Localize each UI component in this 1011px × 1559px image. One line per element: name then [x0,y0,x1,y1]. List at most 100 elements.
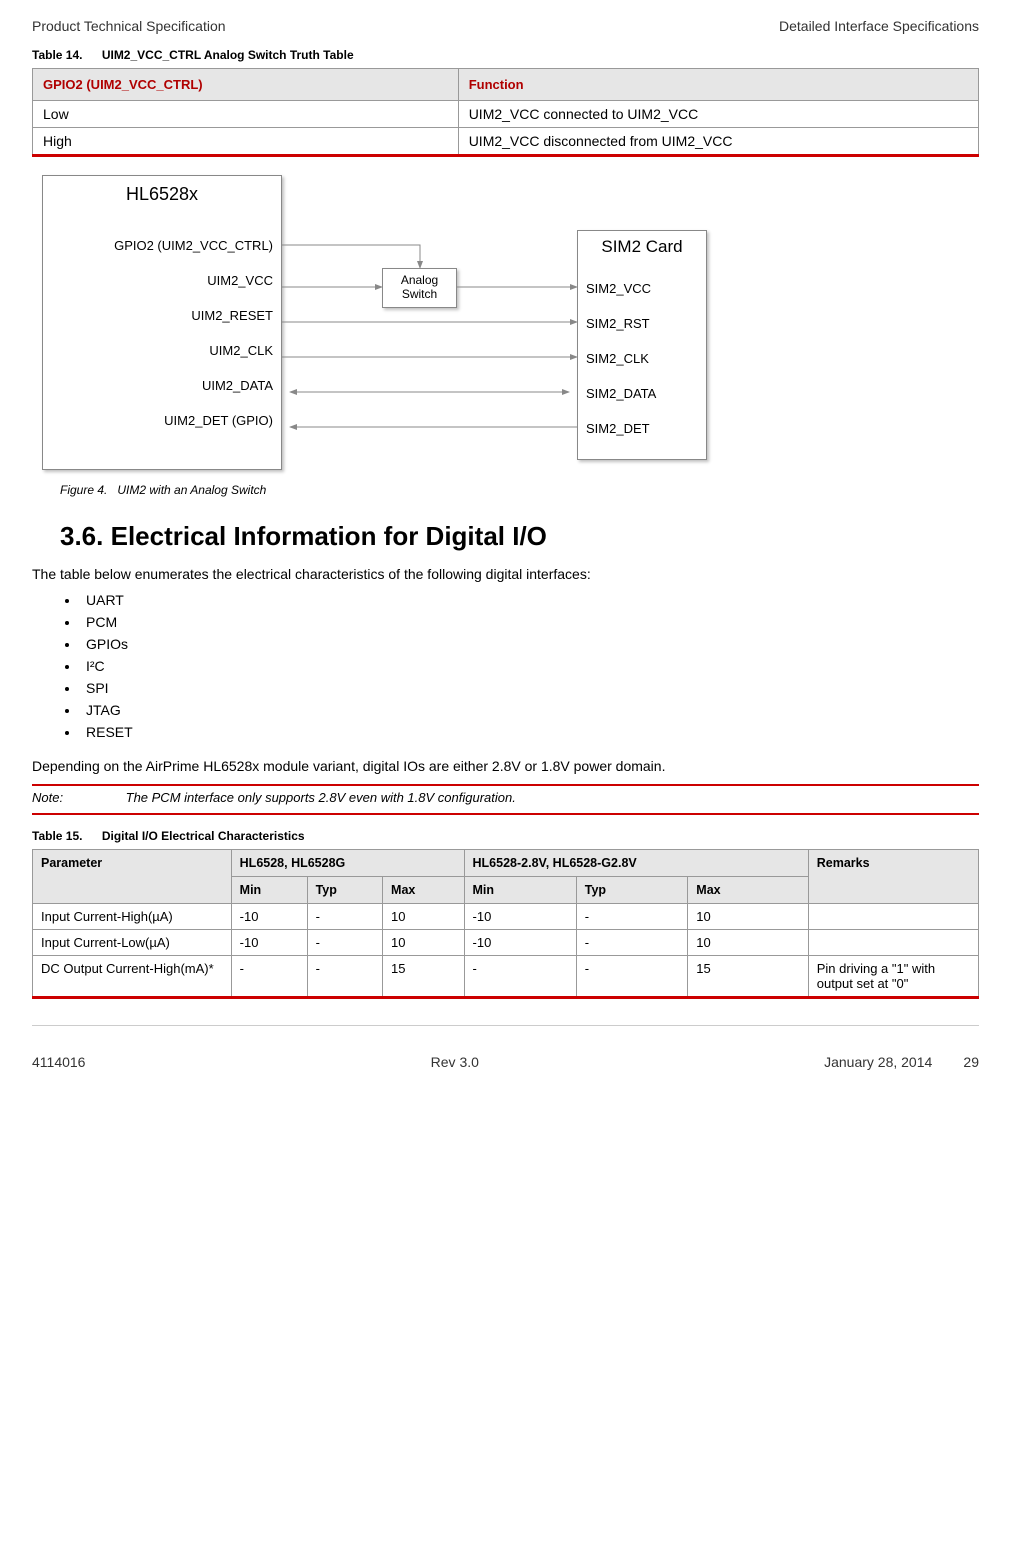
fig4-num: Figure 4. [60,483,107,497]
table-row: Input Current-High(µA)-10-10-10-10 [33,904,979,930]
aswitch-l1: Analog [383,273,456,287]
sim-pinlist: SIM2_VCC SIM2_RST SIM2_CLK SIM2_DATA SIM… [586,279,656,454]
header-left: Product Technical Specification [32,18,226,34]
table-cell: -10 [464,930,576,956]
table-cell [808,904,978,930]
t15-sub: Typ [576,877,688,904]
table14-caption: Table 14. UIM2_VCC_CTRL Analog Switch Tr… [32,48,979,62]
table-cell: 10 [383,930,464,956]
list-item: RESET [80,724,979,740]
list-item: JTAG [80,702,979,718]
table-cell: - [576,904,688,930]
table14-text: UIM2_VCC_CTRL Analog Switch Truth Table [102,48,354,62]
t14-r0c0: Low [33,101,459,128]
sim-title: SIM2 Card [578,237,706,257]
t15-sub: Max [383,877,464,904]
list-item: SPI [80,680,979,696]
hl-pin: UIM2_RESET [114,306,273,341]
t14-h0: GPIO2 (UIM2_VCC_CTRL) [33,69,459,101]
table-cell: Input Current-High(µA) [33,904,232,930]
table-cell: - [307,930,382,956]
hl-pinlist: GPIO2 (UIM2_VCC_CTRL) UIM2_VCC UIM2_RESE… [114,236,273,446]
sim-pin: SIM2_DATA [586,384,656,419]
note-label: Note: [32,790,122,805]
red-divider [32,784,979,786]
table-cell: - [307,956,382,998]
list-item: I²C [80,658,979,674]
depending-para: Depending on the AirPrime HL6528x module… [32,758,979,774]
table-cell: - [464,956,576,998]
aswitch-l2: Switch [383,287,456,301]
table-cell: - [231,956,307,998]
table-cell: 10 [383,904,464,930]
hl-pin: UIM2_DET (GPIO) [114,411,273,446]
table-row: DC Output Current-High(mA)*--15--15Pin d… [33,956,979,998]
table14: GPIO2 (UIM2_VCC_CTRL) Function Low UIM2_… [32,68,979,157]
table-row: Input Current-Low(µA)-10-10-10-10 [33,930,979,956]
t15-sub: Min [231,877,307,904]
table-cell: - [307,904,382,930]
fig4-text: UIM2 with an Analog Switch [117,483,266,497]
table15-num: Table 15. [32,829,82,843]
section-heading: 3.6. Electrical Information for Digital … [60,521,979,552]
t15-sub: Typ [307,877,382,904]
table-cell: 10 [688,930,808,956]
sim2-card-box: SIM2 Card SIM2_VCC SIM2_RST SIM2_CLK SIM… [577,230,707,460]
list-item: PCM [80,614,979,630]
t15-rem: Remarks [808,850,978,904]
note: Note: The PCM interface only supports 2.… [32,790,979,805]
table-cell: Input Current-Low(µA) [33,930,232,956]
list-item: GPIOs [80,636,979,652]
table14-num: Table 14. [32,48,82,62]
table15-caption: Table 15. Digital I/O Electrical Charact… [32,829,979,843]
note-text: The PCM interface only supports 2.8V eve… [126,790,516,805]
t15-sub: Min [464,877,576,904]
header-right: Detailed Interface Specifications [779,18,979,34]
interface-list: UART PCM GPIOs I²C SPI JTAG RESET [80,592,979,740]
t14-r0c1: UIM2_VCC connected to UIM2_VCC [458,101,978,128]
footer-separator [32,1025,979,1026]
uim2-diagram: HL6528x GPIO2 (UIM2_VCC_CTRL) UIM2_VCC U… [42,175,712,475]
table-cell: -10 [464,904,576,930]
table-cell [808,930,978,956]
table-cell: - [576,930,688,956]
table15-text: Digital I/O Electrical Characteristics [102,829,305,843]
footer-mid: Rev 3.0 [431,1054,479,1070]
analog-switch-box: Analog Switch [382,268,457,308]
footer-date: January 28, 2014 [824,1054,932,1070]
t15-sub: Max [688,877,808,904]
t15-g2: HL6528-2.8V, HL6528-G2.8V [464,850,808,877]
table-cell: -10 [231,904,307,930]
table-row: Low UIM2_VCC connected to UIM2_VCC [33,101,979,128]
list-item: UART [80,592,979,608]
sim-pin: SIM2_DET [586,419,656,454]
section-intro: The table below enumerates the electrica… [32,566,979,582]
hl-title: HL6528x [43,184,281,205]
footer-right: January 28, 2014 29 [824,1054,979,1070]
table-cell: 15 [688,956,808,998]
sim-pin: SIM2_CLK [586,349,656,384]
t15-g1: HL6528, HL6528G [231,850,464,877]
t14-r1c0: High [33,128,459,156]
hl-pin: GPIO2 (UIM2_VCC_CTRL) [114,236,273,271]
t14-r1c1: UIM2_VCC disconnected from UIM2_VCC [458,128,978,156]
table-row: High UIM2_VCC disconnected from UIM2_VCC [33,128,979,156]
figure4-caption: Figure 4. UIM2 with an Analog Switch [60,483,979,497]
hl-pin: UIM2_DATA [114,376,273,411]
sec-title: Electrical Information for Digital I/O [111,521,547,551]
table-cell: - [576,956,688,998]
page-footer: 4114016 Rev 3.0 January 28, 2014 29 [32,1048,979,1070]
red-divider [32,813,979,815]
table-cell: DC Output Current-High(mA)* [33,956,232,998]
hl6528x-box: HL6528x GPIO2 (UIM2_VCC_CTRL) UIM2_VCC U… [42,175,282,470]
hl-pin: UIM2_VCC [114,271,273,306]
hl-pin: UIM2_CLK [114,341,273,376]
sec-num: 3.6. [60,521,103,551]
sim-pin: SIM2_RST [586,314,656,349]
footer-left: 4114016 [32,1054,85,1070]
table15: Parameter HL6528, HL6528G HL6528-2.8V, H… [32,849,979,999]
footer-page: 29 [963,1054,979,1070]
table-cell: Pin driving a "1" with output set at "0" [808,956,978,998]
table-cell: 10 [688,904,808,930]
t14-h1: Function [458,69,978,101]
